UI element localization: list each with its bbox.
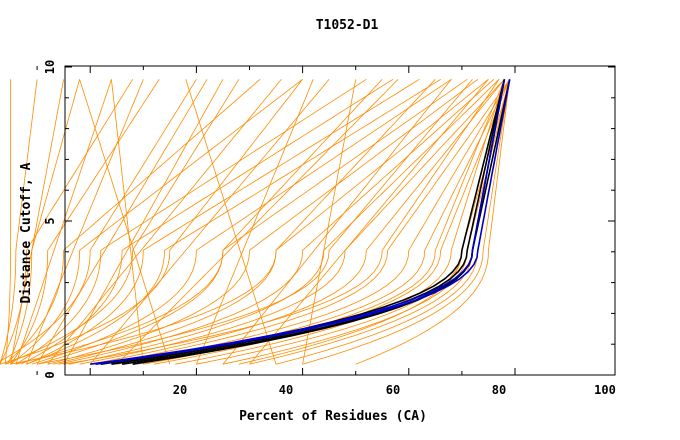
y-tick-label: 0 [43,371,57,378]
series-line [196,79,314,365]
series-line [79,79,171,365]
series-line [36,78,468,365]
series-line [31,78,452,365]
series-line [0,79,197,362]
series-line [37,79,473,365]
series-line [90,79,506,365]
x-tick-label: 40 [279,383,293,397]
series-line [95,79,511,365]
series-line [90,79,505,365]
series-line [68,79,500,365]
x-axis-label: Percent of Residues (CA) [239,409,427,424]
series-line [4,79,11,365]
series-line [26,78,441,365]
series-line [132,79,511,365]
series-line [63,79,224,365]
curves-layer [0,78,511,365]
series-line [10,78,303,365]
series-line [15,79,112,365]
series-line [111,79,506,365]
series-line [302,79,511,365]
series-line [238,79,511,365]
series-line [63,79,500,365]
y-ticks [65,66,615,376]
y-tick-label: 5 [43,217,57,224]
series-line [7,79,80,365]
series-line [52,78,489,365]
series-line [15,78,367,365]
x-ticks [36,66,516,375]
y-tick-label: 10 [43,60,57,74]
chart-title: T1052-D1 [316,18,379,33]
series-line [132,79,511,365]
series-line [143,79,505,365]
series-line [5,79,240,365]
series-line [47,78,479,365]
series-line [0,79,38,365]
series-line [79,79,505,365]
series-line [185,79,277,365]
series-line [100,79,506,365]
series-line [0,79,303,365]
series-line [21,78,394,365]
series-line [10,79,436,365]
series-line [26,78,420,365]
y-axis-label: Distance Cutoff, A [19,162,34,303]
series-line [58,79,495,365]
series-line [15,79,383,365]
series-line [355,79,511,365]
series-line [26,79,144,365]
series-line [222,79,511,365]
series-line [10,79,64,365]
series-line [0,79,134,365]
series-line [116,79,399,365]
x-axis: 20 40 60 80 100 Percent of Residues (CA) [173,383,616,424]
series-line [10,79,160,365]
series-line [89,79,330,365]
x-tick-label: 80 [492,383,506,397]
series-line [47,79,282,365]
x-tick-label: 20 [173,383,187,397]
y-axis: 0 5 10 Distance Cutoff, A [19,60,57,379]
series-line [249,79,489,365]
series-line [111,79,144,365]
x-tick-label: 100 [594,383,616,397]
series-line [302,79,357,365]
series-line [116,79,511,365]
x-tick-label: 60 [386,383,400,397]
series-line [100,79,511,365]
